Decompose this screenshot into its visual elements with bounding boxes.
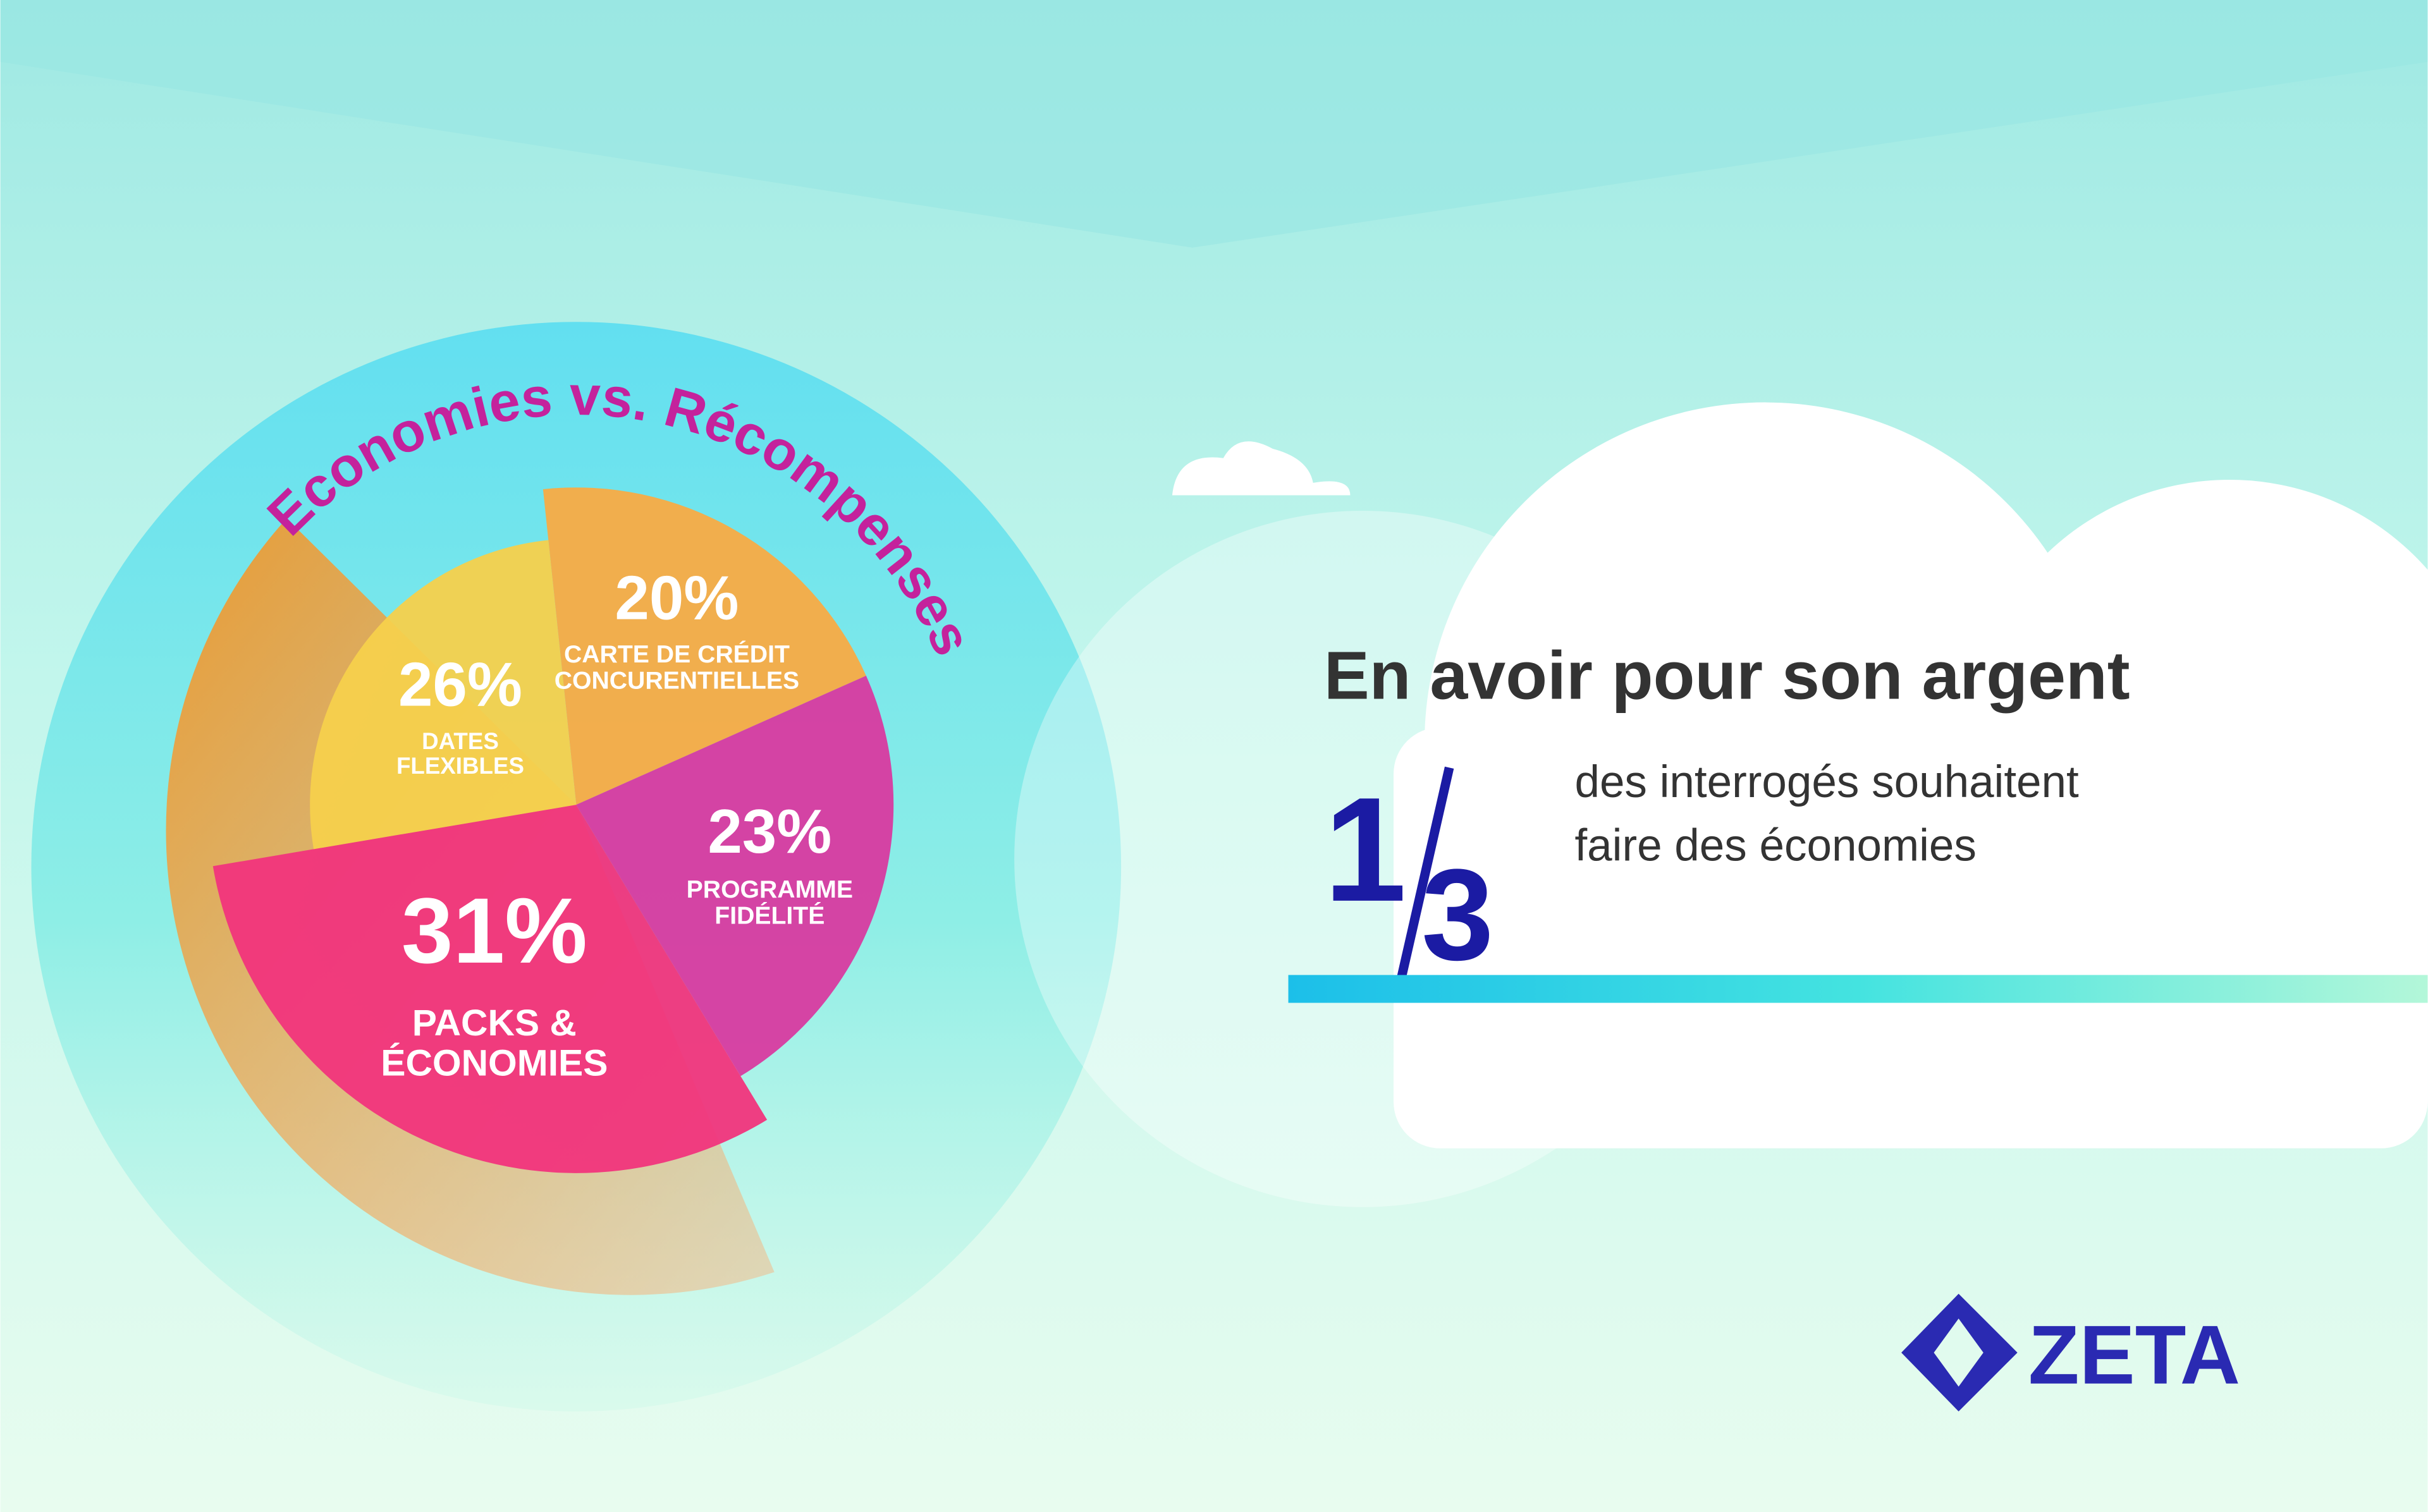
value-label: 20%: [615, 564, 739, 633]
callout-text: des interrogés souhaitent faire des écon…: [1574, 758, 2079, 872]
underline-bar: [1288, 975, 2428, 1003]
pie-slice: [212, 805, 768, 1173]
slice-label: 23% PROGRAMME FIDÉLITÉ: [669, 741, 870, 989]
value-label: 23%: [708, 799, 832, 867]
sky-band: [0, 0, 2428, 248]
slice-label-box: 26% DATES FLEXIBLES: [383, 593, 538, 841]
pie: 20% CARTE DE CRÉDIT CONCURENTIELLES 23% PRO…: [212, 487, 894, 1173]
fraction-numerator: 1: [1324, 766, 1407, 932]
category-label: DATES FLEXIBLES: [396, 728, 524, 780]
logo: ZETA: [1901, 1293, 2240, 1411]
slice-label-box: 23% PROGRAMME FIDÉLITÉ: [669, 741, 870, 989]
callout-text-box: des interrogés souhaitent faire des écon…: [1574, 758, 2079, 872]
category-label: PROGRAMME FIDÉLITÉ: [686, 876, 854, 930]
cloud: [1014, 402, 2428, 1207]
small-cloud: [1172, 441, 1351, 496]
slice-label-box: 31% PACKS & ÉCONOMIES: [332, 860, 657, 1107]
category-label: PACKS & ÉCONOMIES: [381, 1003, 608, 1085]
slice-label: 20% CARTE DE CRÉDIT CONCURENTIELLES: [545, 507, 808, 755]
slice-label: 26% DATES FLEXIBLES: [383, 593, 538, 841]
value-label: 26%: [398, 652, 522, 721]
logo-text: ZETA: [2028, 1308, 2240, 1402]
pie-slice: [310, 540, 577, 850]
pie-slice: [543, 487, 866, 805]
fraction-slash: [1397, 766, 1454, 979]
fraction-denominator: 3: [1421, 842, 1493, 987]
slice-label: 31% PACKS & ÉCONOMIES: [332, 860, 657, 1107]
cloud-body: [1394, 727, 2428, 1149]
slice-label-box: 20% CARTE DE CRÉDIT CONCURENTIELLES: [545, 507, 808, 755]
callout-heading: En avoir pour son argent: [1324, 637, 2130, 714]
logo-mark: [1901, 1293, 2018, 1411]
pie-slice: [576, 675, 894, 1076]
category-label: CARTE DE CRÉDIT CONCURENTIELLES: [554, 642, 800, 695]
value-label: 31%: [401, 879, 587, 984]
